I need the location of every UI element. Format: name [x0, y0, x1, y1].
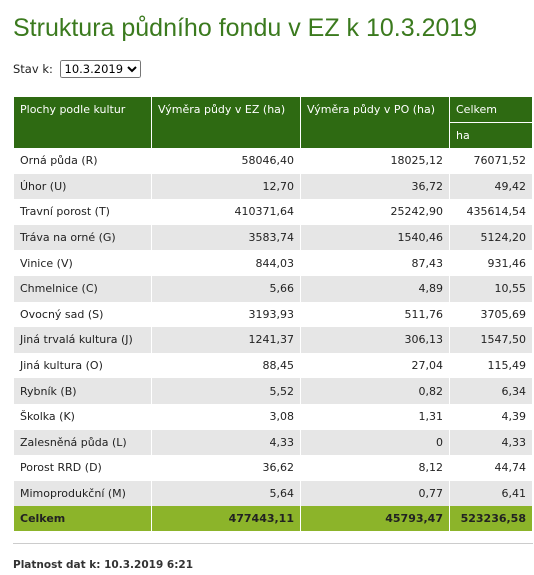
row-label: Úhor (U) [13, 173, 152, 200]
cell-value: 45793,47 [300, 506, 450, 532]
cell-value: 4,39 [449, 403, 533, 430]
cell-value: 4,33 [449, 429, 533, 456]
cell-value: 36,72 [300, 173, 450, 200]
cell-value: 0,82 [300, 378, 450, 404]
cell-value: 8,12 [300, 455, 450, 481]
row-label: Travní porost (T) [13, 199, 152, 225]
state-label: Stav k: [13, 62, 53, 76]
table-row: Ovocný sad (S) 3193,93 511,76 3705,69 [13, 301, 533, 328]
cell-value: 4,33 [151, 429, 301, 456]
row-label: Zalesněná půda (L) [13, 429, 152, 456]
cell-value: 5124,20 [449, 224, 533, 251]
row-label: Tráva na orné (G) [13, 224, 152, 251]
table-row: Tráva na orné (G) 3583,74 1540,46 5124,20 [13, 224, 533, 251]
row-label: Rybník (B) [13, 378, 152, 404]
cell-value: 18025,12 [300, 148, 450, 174]
row-label: Chmelnice (C) [13, 275, 152, 302]
cell-value: 44,74 [449, 455, 533, 481]
cell-value: 0 [300, 429, 450, 456]
cell-value: 76071,52 [449, 148, 533, 174]
validity-note: Platnost dat k: 10.3.2019 6:21 [13, 559, 194, 571]
cell-value: 88,45 [151, 352, 301, 379]
unit-header: ha [449, 122, 533, 148]
cell-value: 6,34 [449, 378, 533, 404]
cell-value: 306,13 [300, 327, 450, 353]
cell-value: 3583,74 [151, 224, 301, 251]
cell-value: 5,64 [151, 480, 301, 507]
column-header: Výměra půdy v EZ (ha) [151, 97, 301, 148]
cell-value: 5,52 [151, 378, 301, 404]
row-label: Vinice (V) [13, 250, 152, 276]
cell-value: 1,31 [300, 403, 450, 430]
cell-value: 25242,90 [300, 199, 450, 225]
table-row: Rybník (B) 5,52 0,82 6,34 [13, 378, 533, 404]
row-label: Jiná trvalá kultura (J) [13, 327, 152, 353]
cell-value: 523236,58 [449, 506, 533, 532]
cell-value: 511,76 [300, 301, 450, 328]
cell-value: 5,66 [151, 275, 301, 302]
cell-value: 87,43 [300, 250, 450, 276]
cell-value: 410371,64 [151, 199, 301, 225]
table-row: Travní porost (T) 410371,64 25242,90 435614… [13, 199, 533, 225]
cell-value: 435614,54 [449, 199, 533, 225]
cell-value: 1241,37 [151, 327, 301, 353]
cell-value: 3,08 [151, 403, 301, 430]
row-label: Školka (K) [13, 403, 152, 430]
cell-value: 115,49 [449, 352, 533, 379]
total-row: Celkem 477443,11 45793,47 523236,58 [13, 506, 533, 532]
column-header: Výměra půdy v PO (ha) [300, 97, 450, 148]
divider [13, 543, 533, 544]
cell-value: 49,42 [449, 173, 533, 200]
cell-value: 58046,40 [151, 148, 301, 174]
cell-value: 477443,11 [151, 506, 301, 532]
page-title: Struktura půdního fondu v EZ k 10.3.2019 [13, 14, 478, 42]
soil-table: Plochy podle kultur Výměra půdy v EZ (ha… [13, 97, 533, 532]
cell-value: 27,04 [300, 352, 450, 379]
table-row: Jiná trvalá kultura (J) 1241,37 306,13 1547… [13, 327, 533, 353]
cell-value: 36,62 [151, 455, 301, 481]
cell-value: 4,89 [300, 275, 450, 302]
cell-value: 3193,93 [151, 301, 301, 328]
cell-value: 0,77 [300, 480, 450, 507]
table-row: Mimoprodukční (M) 5,64 0,77 6,41 [13, 480, 533, 507]
table-row: Jiná kultura (O) 88,45 27,04 115,49 [13, 352, 533, 379]
cell-value: 12,70 [151, 173, 301, 200]
column-header: Celkem [449, 97, 533, 123]
state-filter: Stav k: 10.3.2019 [13, 60, 141, 78]
cell-value: 844,03 [151, 250, 301, 276]
table-row: Porost RRD (D) 36,62 8,12 44,74 [13, 455, 533, 481]
cell-value: 10,55 [449, 275, 533, 302]
table-row: Chmelnice (C) 5,66 4,89 10,55 [13, 275, 533, 302]
row-label: Mimoprodukční (M) [13, 480, 152, 507]
row-label: Ovocný sad (S) [13, 301, 152, 328]
table-row: Úhor (U) 12,70 36,72 49,42 [13, 173, 533, 200]
row-label: Orná půda (R) [13, 148, 152, 174]
cell-value: 1547,50 [449, 327, 533, 353]
row-label: Jiná kultura (O) [13, 352, 152, 379]
table-row: Orná půda (R) 58046,40 18025,12 76071,52 [13, 148, 533, 174]
row-label: Porost RRD (D) [13, 455, 152, 481]
cell-value: 6,41 [449, 480, 533, 507]
table-row: Školka (K) 3,08 1,31 4,39 [13, 403, 533, 430]
table-row: Vinice (V) 844,03 87,43 931,46 [13, 250, 533, 276]
cell-value: 1540,46 [300, 224, 450, 251]
table-row: Zalesněná půda (L) 4,33 0 4,33 [13, 429, 533, 456]
column-header: Plochy podle kultur [13, 97, 152, 148]
cell-value: 3705,69 [449, 301, 533, 328]
state-select[interactable]: 10.3.2019 [59, 60, 141, 78]
row-label: Celkem [13, 506, 152, 532]
cell-value: 931,46 [449, 250, 533, 276]
